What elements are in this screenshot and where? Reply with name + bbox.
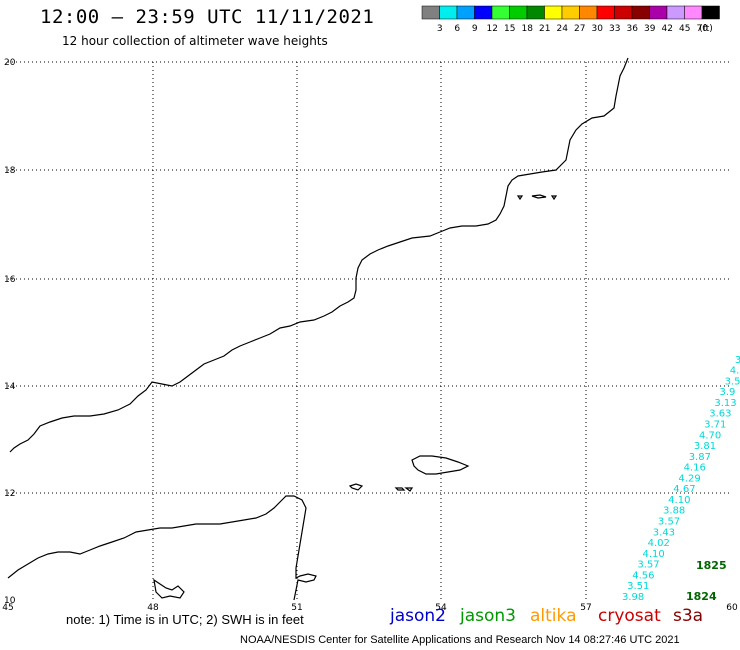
socotra-island [411, 455, 470, 475]
wave-height-reading: 3.51 [627, 581, 649, 592]
wave-height-reading: 3.63 [709, 409, 731, 420]
satellite-label-s3a: s3a [673, 606, 704, 626]
legend-label: 42 [662, 24, 673, 34]
wave-height-reading: 3.87 [689, 452, 711, 463]
satellite-label-cryosat: cryosat [598, 606, 661, 626]
longitude-tick-label: 45 [2, 603, 13, 613]
legend-label: 30 [592, 24, 604, 34]
legend-swatch [474, 5, 493, 20]
wave-height-reading: 4.67 [673, 484, 695, 495]
islet-5 [531, 194, 547, 199]
legend-unit: (ft) [699, 24, 713, 34]
page-title: 12:00 — 23:59 UTC 11/11/2021 [40, 6, 375, 28]
legend-swatch [701, 5, 720, 20]
legend-swatch [561, 5, 580, 20]
legend-label: 27 [574, 24, 585, 34]
legend-label: 36 [627, 24, 639, 34]
islet-1 [348, 483, 364, 491]
legend-label: 18 [522, 24, 534, 34]
wave-height-reading: 4. [730, 366, 740, 377]
legend-label: 70 [697, 24, 709, 34]
wave-height-reading: 3.98 [622, 592, 644, 603]
legend-label: 21 [539, 24, 550, 34]
legend-swatch [509, 5, 528, 20]
wave-height-reading: 4.02 [648, 538, 670, 549]
longitude-tick-label: 48 [147, 603, 159, 613]
wave-height-reading: 4.29 [678, 473, 700, 484]
legend-swatch [579, 5, 598, 20]
units-note: note: 1) Time is in UTC; 2) SWH is in fe… [66, 612, 304, 627]
wave-height-reading: 3.81 [694, 441, 716, 452]
satellite-label-jason2: jason2 [390, 606, 446, 626]
coastline-arabia [9, 57, 629, 453]
longitude-tick-label: 54 [435, 603, 447, 613]
legend-swatch [666, 5, 685, 20]
legend-label: 3 [437, 24, 443, 34]
latitude-tick-label: 12 [4, 489, 15, 499]
legend-label: 33 [609, 24, 620, 34]
latitude-tick-label: 18 [4, 166, 16, 176]
legend-swatch [439, 5, 458, 20]
map-grid: 45 48 51 54 57 60 10 12 14 16 18 20 [2, 58, 738, 613]
islet-2 [394, 487, 406, 491]
latitude-tick-label: 10 [4, 596, 16, 606]
altimeter-track: 3.983.514.563.574.104.023.433.573.884.10… [622, 355, 740, 603]
legend-label: 15 [504, 24, 515, 34]
color-legend: 3 6 9 12 15 18 21 24 27 30 33 36 39 42 45 70(ft) [421, 5, 720, 34]
legend-swatch [614, 5, 633, 20]
wave-height-reading: 4.10 [643, 549, 665, 560]
longitude-tick-label: 60 [726, 603, 738, 613]
bay-feature [153, 578, 185, 599]
legend-swatch [649, 5, 668, 20]
wave-height-reading: 3.5 [725, 376, 740, 387]
islet-4 [516, 195, 524, 201]
wave-height-reading: 3.43 [653, 527, 675, 538]
wave-height-reading: 4.16 [684, 463, 706, 474]
wave-height-reading: 3.13 [714, 398, 736, 409]
legend-swatch [596, 5, 615, 20]
wave-height-reading: 3.88 [663, 506, 685, 517]
legend-label: 39 [644, 24, 656, 34]
islet-6 [550, 195, 558, 201]
wave-height-reading: 4.10 [668, 495, 690, 506]
coastline-somalia [7, 495, 317, 601]
legend-swatch [631, 5, 650, 20]
legend-label: 45 [679, 24, 690, 34]
track-time-label: 1825 [696, 559, 727, 572]
credit-line: NOAA/NESDIS Center for Satellite Applica… [240, 634, 680, 646]
satellite-label-jason3: jason3 [460, 606, 516, 626]
latitude-tick-label: 14 [4, 382, 16, 392]
coastline [7, 57, 629, 601]
legend-label: 9 [472, 24, 478, 34]
legend-label: 24 [557, 24, 569, 34]
satellite-label-altika: altika [530, 606, 577, 626]
wave-height-reading: 4.56 [632, 570, 654, 581]
legend-swatch [421, 5, 440, 20]
track-time-label: 1824 [686, 590, 717, 603]
wave-height-reading: 3.71 [704, 419, 726, 430]
legend-swatch [684, 5, 703, 20]
wave-height-reading: 3. [735, 355, 740, 366]
legend-label: 6 [454, 24, 460, 34]
legend-swatch [526, 5, 545, 20]
wave-height-reading: 4.70 [699, 430, 721, 441]
longitude-tick-label: 57 [580, 603, 591, 613]
latitude-tick-label: 20 [4, 58, 16, 68]
legend-swatch [456, 5, 475, 20]
wave-height-reading: 3.57 [637, 560, 659, 571]
islet-3 [404, 487, 414, 492]
page-subtitle: 12 hour collection of altimeter wave hei… [62, 34, 328, 48]
latitude-tick-label: 16 [4, 275, 16, 285]
legend-swatch [544, 5, 563, 20]
legend-label: 12 [487, 24, 498, 34]
wave-height-reading: 3.57 [658, 517, 680, 528]
longitude-tick-label: 51 [291, 603, 302, 613]
wave-height-reading: 3.9 [719, 387, 735, 398]
legend-swatch [491, 5, 510, 20]
